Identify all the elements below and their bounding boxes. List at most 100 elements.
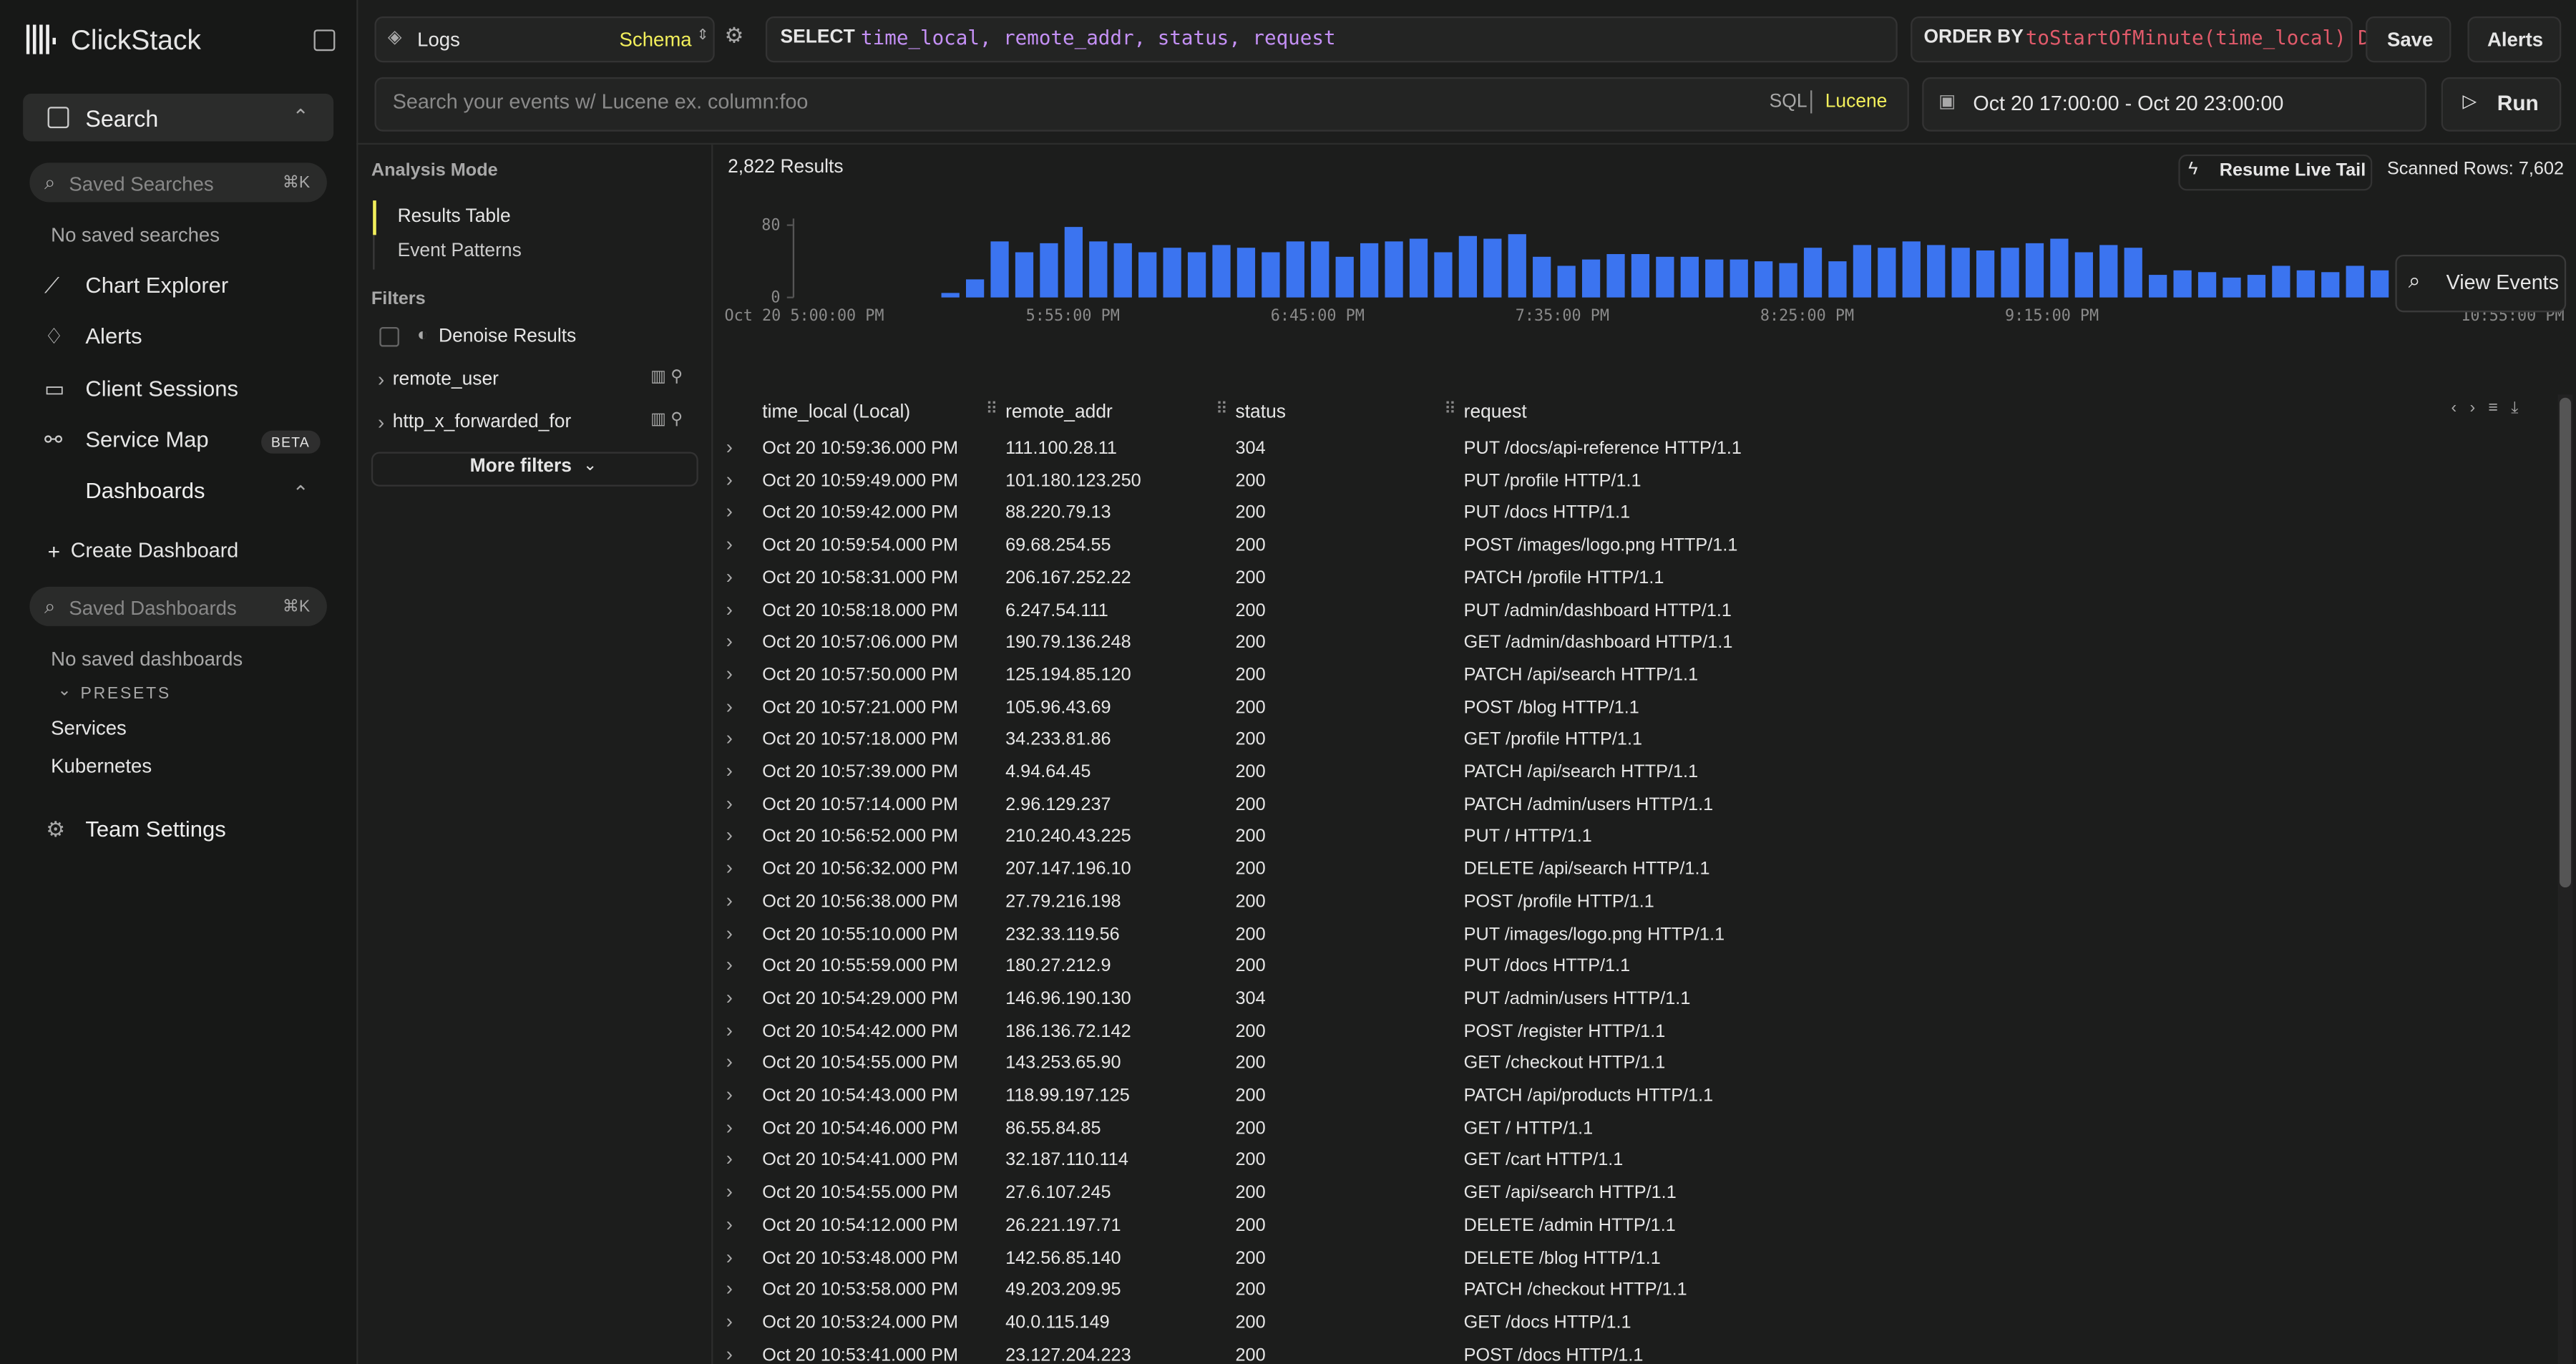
dashboards-nav[interactable]: Dashboards — [85, 478, 205, 503]
cell: Oct 20 10:54:55.000 PM — [762, 1183, 959, 1204]
bar — [1680, 256, 1699, 298]
cell: GET /api/search HTTP/1.1 — [1463, 1183, 1677, 1204]
nav-item[interactable]: Chart Explorer — [85, 273, 229, 298]
scrollbar-thumb[interactable] — [2560, 397, 2572, 888]
expand-chevron[interactable]: › — [726, 694, 733, 718]
save-button[interactable] — [2366, 16, 2451, 63]
column-header[interactable]: request — [1463, 402, 1527, 423]
settings-icon[interactable]: ⚙ — [724, 23, 744, 48]
expand-chevron[interactable]: › — [726, 726, 733, 750]
expand-chevron[interactable]: › — [726, 888, 733, 912]
expand-chevron[interactable]: › — [726, 597, 733, 620]
column-header[interactable]: status — [1235, 402, 1286, 423]
live-tail-button[interactable] — [2178, 154, 2373, 191]
nav-item[interactable]: Client Sessions — [85, 376, 239, 401]
column-header[interactable]: time_local (Local) — [762, 402, 911, 423]
sql-toggle[interactable]: SQL — [1769, 92, 1807, 112]
cell: 200 — [1235, 1215, 1266, 1236]
alerts-button[interactable] — [2467, 16, 2562, 63]
cell: 200 — [1235, 1183, 1266, 1204]
column-header[interactable]: remote_addr — [1005, 402, 1113, 423]
expand-chevron[interactable]: › — [726, 565, 733, 588]
expand-chevron[interactable]: › — [726, 467, 733, 491]
y-tick-label: 0 — [771, 289, 780, 307]
more-filters-button[interactable] — [371, 452, 698, 487]
saved-dashboards-input[interactable] — [29, 586, 327, 626]
expand-chevron[interactable]: › — [726, 532, 733, 556]
expand-chevron[interactable]: › — [726, 629, 733, 653]
expand-chevron[interactable]: › — [726, 1309, 733, 1333]
expand-chevron[interactable]: › — [726, 791, 733, 815]
team-settings[interactable]: Team Settings — [85, 817, 226, 842]
cell: GET /docs HTTP/1.1 — [1463, 1312, 1631, 1333]
schema-link[interactable]: Schema — [619, 28, 692, 52]
date-picker[interactable] — [1922, 77, 2427, 132]
table-actions[interactable]: ‹›≡⤓ — [2451, 399, 2532, 418]
filter-field[interactable]: remote_user — [392, 369, 499, 390]
expand-chevron[interactable]: › — [726, 500, 733, 524]
denoise-checkbox[interactable] — [379, 326, 399, 347]
cell: POST /images/logo.png HTTP/1.1 — [1463, 535, 1738, 556]
saved-searches-input[interactable] — [29, 162, 327, 203]
expand-chevron[interactable]: › — [726, 1083, 733, 1106]
run-button[interactable] — [2441, 77, 2562, 132]
preset[interactable]: Kubernetes — [51, 754, 152, 778]
mode[interactable]: Results Table — [397, 207, 511, 227]
expand-chevron[interactable]: › — [726, 1277, 733, 1300]
expand-chevron[interactable]: › — [726, 985, 733, 1009]
expand-chevron[interactable]: › — [726, 921, 733, 945]
expand-chevron[interactable]: › — [726, 662, 733, 686]
order-editor[interactable] — [1911, 16, 2353, 63]
filter-field[interactable]: http_x_forwarded_for — [392, 412, 572, 432]
expand-chevron[interactable]: › — [726, 1147, 733, 1171]
expand-chevron[interactable]: › — [726, 1051, 733, 1074]
mode[interactable]: Event Patterns — [397, 241, 522, 262]
create-dashboard[interactable]: Create Dashboard — [70, 539, 239, 562]
nav-item[interactable]: Alerts — [85, 323, 142, 349]
drag-handle: ⠿ — [1444, 401, 1456, 419]
cell: 105.96.43.69 — [1005, 698, 1111, 718]
search-input[interactable] — [374, 77, 1909, 132]
lucene-toggle[interactable]: Lucene — [1825, 92, 1888, 112]
bar — [1138, 252, 1157, 298]
date-range: Oct 20 17:00:00 - Oct 20 23:00:00 — [1973, 92, 2284, 115]
select-editor[interactable] — [765, 16, 1898, 63]
expand-chevron[interactable]: › — [726, 1244, 733, 1268]
expand-chevron[interactable]: › — [726, 759, 733, 783]
bar — [2099, 245, 2118, 298]
nav-item[interactable]: Service Map — [85, 427, 209, 452]
cell: 40.0.115.149 — [1005, 1312, 1110, 1333]
source-select[interactable] — [374, 16, 715, 63]
filters-label: Filters — [371, 289, 426, 309]
field-actions[interactable]: ▥ ⚲ — [650, 411, 683, 429]
expand-chevron[interactable]: › — [726, 953, 733, 977]
field-actions[interactable]: ▥ ⚲ — [650, 368, 683, 386]
bar — [1803, 248, 1823, 298]
collapse-button[interactable] — [313, 29, 336, 52]
cell: 200 — [1235, 1119, 1266, 1139]
cell: 200 — [1235, 924, 1266, 945]
cell: Oct 20 10:53:41.000 PM — [762, 1345, 959, 1364]
bar — [1458, 235, 1478, 298]
expand-chevron[interactable]: › — [726, 856, 733, 880]
expand-chevron[interactable]: › — [726, 1115, 733, 1139]
bar — [1631, 254, 1650, 298]
expand-chevron[interactable]: › — [726, 1212, 733, 1236]
preset[interactable]: Services — [51, 716, 127, 740]
search-glyph: ⌕ — [2408, 268, 2421, 293]
search-nav[interactable] — [23, 93, 334, 142]
cell: 32.187.110.114 — [1005, 1151, 1128, 1171]
cell: Oct 20 10:59:42.000 PM — [762, 503, 959, 524]
expand-chevron[interactable]: › — [726, 824, 733, 847]
bar — [2050, 238, 2069, 298]
expand-chevron[interactable]: › — [726, 435, 733, 459]
cell: DELETE /blog HTTP/1.1 — [1463, 1248, 1661, 1268]
cell: POST /profile HTTP/1.1 — [1463, 892, 1654, 912]
view-events-popover[interactable] — [2395, 254, 2567, 313]
expand-chevron[interactable]: › — [726, 1180, 733, 1204]
expand-chevron[interactable]: › — [726, 1342, 733, 1364]
cell: Oct 20 10:57:21.000 PM — [762, 698, 959, 718]
expand-chevron[interactable]: › — [726, 1018, 733, 1041]
cell: 186.136.72.142 — [1005, 1021, 1131, 1041]
cell: Oct 20 10:59:54.000 PM — [762, 535, 959, 556]
